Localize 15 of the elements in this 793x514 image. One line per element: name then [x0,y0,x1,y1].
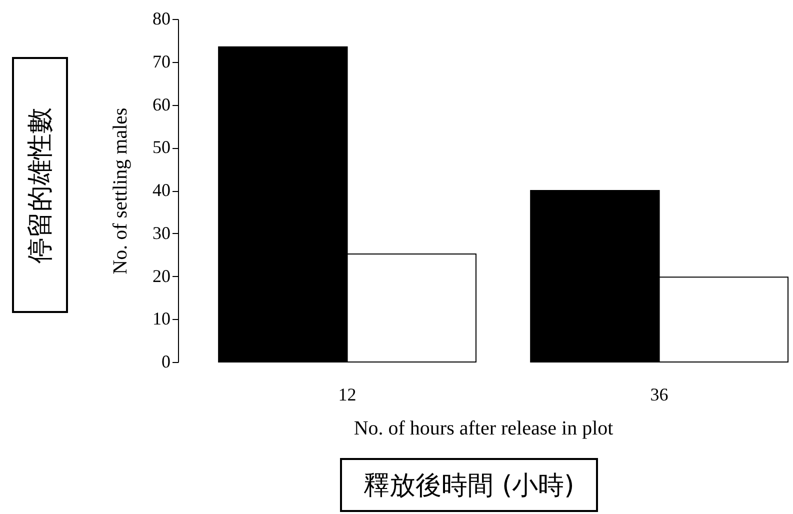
y-tick-label: 20 [152,266,170,286]
y-tick-label: 30 [152,222,170,243]
y-tick-label: 50 [152,137,170,158]
text: 釋放後時間 (小時) [364,470,574,502]
y-axis-title: No. of settling males [110,107,132,274]
y-tick-label: 70 [152,51,170,72]
y-tick-label: 80 [152,8,170,28]
y-tick-label: 0 [162,352,170,372]
x-tick-label: 12 [338,384,356,404]
y-tick-label: 60 [152,94,170,114]
x-axis-title: No. of hours after release in plot [354,418,614,440]
y-tick-label: 40 [152,180,170,200]
x-tick-label: 36 [650,384,668,404]
text: 停留的雄性數 [24,107,56,263]
y-tick-label: 10 [152,308,170,329]
